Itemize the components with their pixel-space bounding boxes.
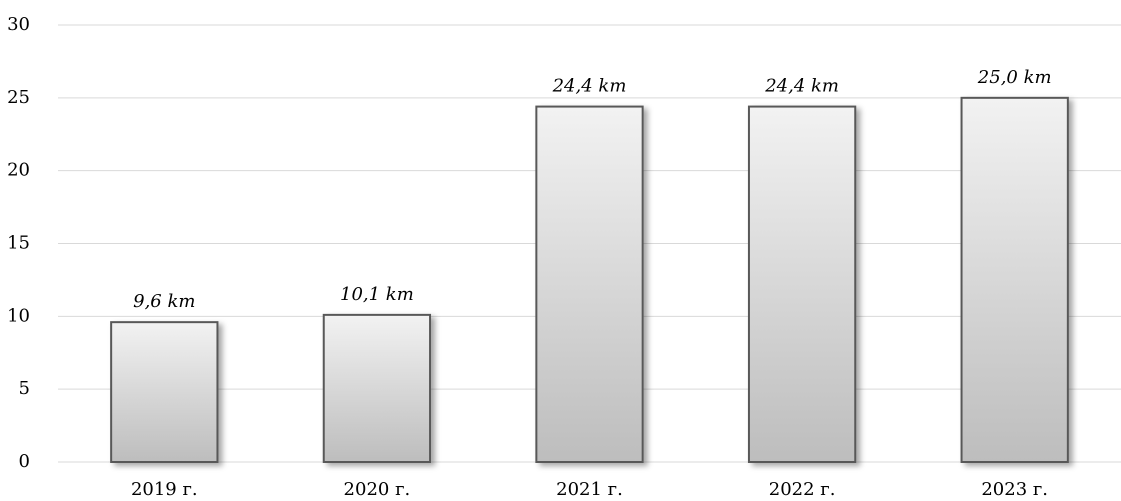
data-label: 24,4 km [552, 76, 627, 97]
y-tick-label: 15 [7, 233, 30, 254]
data-label: 10,1 km [340, 284, 414, 305]
data-label: 24,4 km [764, 76, 839, 97]
x-tick-label: 2020 г. [344, 479, 411, 500]
bar [110, 321, 219, 463]
bar [322, 313, 432, 464]
x-tick-label: 2022 г. [769, 479, 836, 500]
data-label: 25,0 km [977, 67, 1052, 88]
x-tick-label: 2019 г. [131, 479, 198, 500]
x-tick-label: 2021 г. [556, 479, 623, 500]
y-tick-label: 0 [19, 451, 30, 472]
y-tick-label: 20 [7, 160, 30, 181]
x-tick-label: 2023 г. [981, 479, 1048, 500]
data-label: 9,6 km [133, 291, 195, 312]
y-tick-label: 5 [19, 378, 30, 399]
bar [960, 96, 1069, 463]
y-tick-label: 25 [7, 87, 30, 108]
bar [535, 105, 644, 463]
y-tick-label: 10 [7, 305, 30, 326]
y-tick-label: 30 [7, 14, 30, 35]
bar [747, 105, 857, 463]
